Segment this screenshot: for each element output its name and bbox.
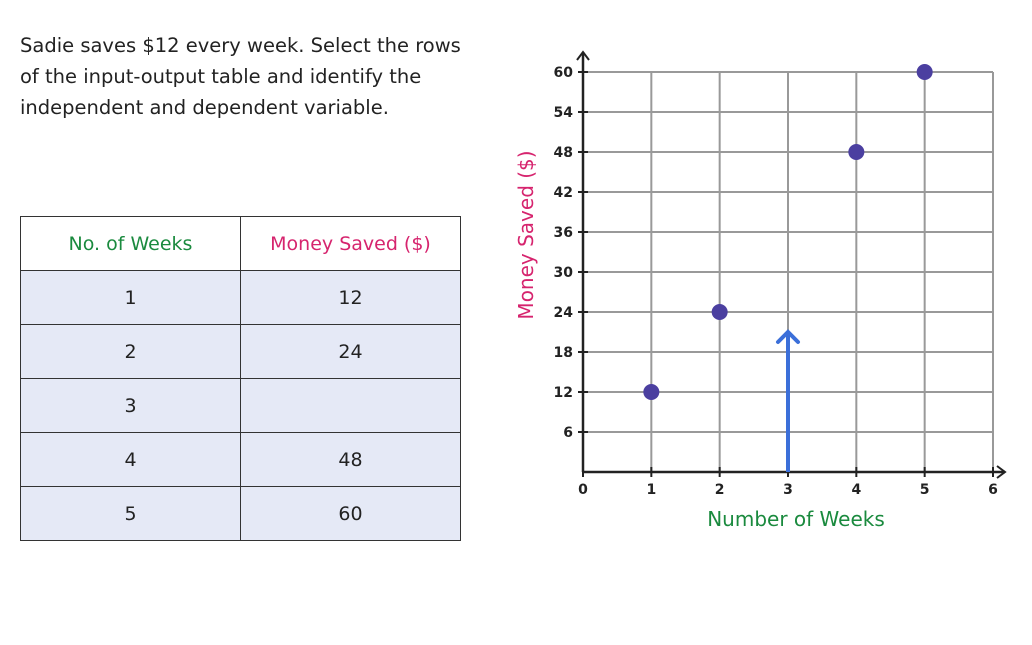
cell-money: 12 bbox=[240, 270, 461, 325]
y-tick-label: 48 bbox=[554, 145, 573, 161]
y-axis-arrow-icon bbox=[576, 50, 590, 61]
y-tick-label: 54 bbox=[554, 105, 574, 121]
y-axis-label: Money Saved ($) bbox=[514, 150, 538, 319]
y-tick-label: 60 bbox=[554, 65, 574, 81]
data-point bbox=[916, 64, 933, 80]
y-tick-label: 36 bbox=[554, 225, 573, 241]
cell-money: 24 bbox=[240, 324, 461, 379]
y-tick-label: 18 bbox=[554, 345, 573, 361]
x-tick-label: 5 bbox=[920, 482, 930, 498]
cell-weeks: 1 bbox=[20, 270, 241, 325]
y-tick-label: 6 bbox=[563, 425, 573, 441]
x-axis-arrow-icon bbox=[996, 465, 1007, 479]
table-row[interactable]: 3 bbox=[20, 378, 461, 433]
header-weeks: No. of Weeks bbox=[20, 216, 241, 271]
question-prompt: Sadie saves $12 every week. Select the r… bbox=[20, 34, 461, 119]
input-output-table: No. of Weeks Money Saved ($) 1 12 2 24 3 4… bbox=[20, 216, 461, 541]
header-money: Money Saved ($) bbox=[240, 216, 461, 271]
arrow-head-icon bbox=[776, 329, 800, 344]
data-point bbox=[643, 384, 660, 400]
data-point bbox=[848, 144, 865, 160]
x-tick-label: 6 bbox=[988, 482, 998, 498]
cell-weeks: 3 bbox=[20, 378, 241, 433]
x-tick-label: 4 bbox=[851, 482, 861, 498]
table-row[interactable]: 5 60 bbox=[20, 486, 461, 541]
table-row[interactable]: 1 12 bbox=[20, 270, 461, 325]
y-tick-label: 30 bbox=[554, 265, 574, 281]
cell-weeks: 4 bbox=[20, 432, 241, 487]
table-row[interactable]: 4 48 bbox=[20, 432, 461, 487]
cell-weeks: 5 bbox=[20, 486, 241, 541]
data-point bbox=[711, 304, 728, 320]
table-header-row: No. of Weeks Money Saved ($) bbox=[20, 216, 461, 271]
cell-money: 60 bbox=[240, 486, 461, 541]
x-tick-label: 3 bbox=[783, 482, 793, 498]
cell-money: 48 bbox=[240, 432, 461, 487]
y-tick-label: 12 bbox=[554, 385, 573, 401]
x-tick-label: 2 bbox=[715, 482, 725, 498]
cell-money[interactable] bbox=[240, 378, 461, 433]
y-tick-label: 24 bbox=[554, 305, 574, 321]
y-tick-label: 42 bbox=[554, 185, 573, 201]
x-tick-label: 0 bbox=[578, 482, 588, 498]
x-axis-label: Number of Weeks bbox=[707, 507, 885, 531]
x-tick-label: 1 bbox=[646, 482, 656, 498]
